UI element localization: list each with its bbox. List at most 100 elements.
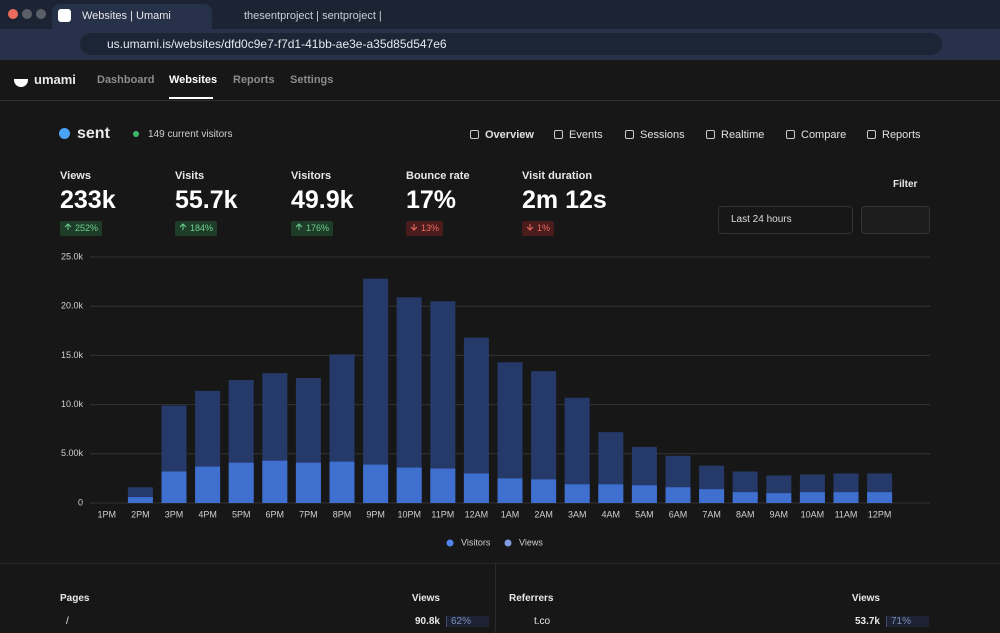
legend-label: Views xyxy=(519,537,543,547)
site-icon xyxy=(59,128,70,139)
y-tick-label: 10.0k xyxy=(61,399,84,409)
change-text: 252% xyxy=(75,223,98,233)
row-label[interactable]: t.co xyxy=(534,616,550,627)
change-text: 1% xyxy=(537,223,550,233)
current-visitors: 149 current visitors xyxy=(148,129,232,140)
change-text: 184% xyxy=(190,223,213,233)
x-tick-label: 5PM xyxy=(232,509,251,519)
y-tick-label: 5.00k xyxy=(61,448,84,458)
row-percent: 62% xyxy=(446,616,489,627)
bar xyxy=(229,463,254,503)
bar xyxy=(565,484,590,503)
table-title: Pages xyxy=(60,593,89,604)
chart: 05.00k10.0k15.0k20.0k25.0k1PM2PM3PM4PM5P… xyxy=(0,240,1000,560)
site-name: sent xyxy=(77,125,110,143)
nav-link[interactable]: Settings xyxy=(290,74,333,86)
nav-link[interactable]: Websites xyxy=(169,74,217,86)
bar xyxy=(195,467,220,503)
legend-label: Visitors xyxy=(461,537,491,547)
x-tick-label: 9AM xyxy=(770,509,789,519)
x-tick-label: 2AM xyxy=(534,509,553,519)
x-tick-label: 10PM xyxy=(397,509,421,519)
tab-title: thesentproject | sentproject | xyxy=(244,10,382,22)
bar xyxy=(867,492,892,503)
x-tick-label: 3AM xyxy=(568,509,587,519)
view-tab[interactable]: Sessions xyxy=(640,129,685,141)
date-range: Last 24 hours xyxy=(731,214,792,225)
x-tick-label: 6AM xyxy=(669,509,688,519)
column-header: Views xyxy=(820,593,880,604)
browser-tab[interactable]: thesentproject | sentproject | xyxy=(214,4,374,29)
bar xyxy=(397,468,422,503)
url-text: us.umami.is/websites/dfd0c9e7-f7d1-41bb-… xyxy=(107,37,447,51)
bar xyxy=(128,497,153,503)
legend-swatch xyxy=(447,540,454,547)
metric-label: Visits xyxy=(175,170,204,182)
x-tick-label: 8AM xyxy=(736,509,755,519)
bar xyxy=(699,489,724,503)
metric-change: 1% xyxy=(522,221,554,236)
tab-icon xyxy=(58,9,71,22)
x-tick-label: 12AM xyxy=(465,509,489,519)
trend-arrow xyxy=(295,223,303,231)
column-header: Views xyxy=(380,593,440,604)
tab-icon xyxy=(786,130,795,139)
metric-change: 13% xyxy=(406,221,443,236)
bar xyxy=(666,487,691,503)
tab-icon xyxy=(867,130,876,139)
view-tab[interactable]: Compare xyxy=(801,129,846,141)
bar xyxy=(598,484,623,503)
x-tick-label: 7PM xyxy=(299,509,318,519)
row-label[interactable]: / xyxy=(66,616,69,627)
x-tick-label: 2PM xyxy=(131,509,150,519)
view-tab[interactable]: Reports xyxy=(882,129,921,141)
x-tick-label: 1PM xyxy=(98,509,117,519)
trend-arrow xyxy=(179,223,187,231)
change-text: 176% xyxy=(306,223,329,233)
bar xyxy=(531,479,556,503)
tab-title: Websites | Umami xyxy=(82,10,171,22)
tab-icon xyxy=(706,130,715,139)
legend-swatch xyxy=(505,540,512,547)
nav-link[interactable]: Dashboard xyxy=(97,74,154,86)
y-tick-label: 0 xyxy=(78,497,83,507)
x-tick-label: 10AM xyxy=(801,509,825,519)
browser-tab[interactable]: Websites | Umami xyxy=(52,4,212,29)
date-nav[interactable] xyxy=(861,206,930,234)
metric-change: 252% xyxy=(60,221,102,236)
bar xyxy=(733,492,758,503)
address-bar[interactable]: us.umami.is/websites/dfd0c9e7-f7d1-41bb-… xyxy=(80,33,942,55)
bar xyxy=(162,472,187,503)
bar xyxy=(363,465,388,503)
table-title: Referrers xyxy=(509,593,553,604)
bar xyxy=(464,473,489,503)
filter-button[interactable]: Filter xyxy=(878,179,917,190)
x-tick-label: 4AM xyxy=(602,509,621,519)
view-tab[interactable]: Realtime xyxy=(721,129,764,141)
bar xyxy=(296,463,321,503)
tab-icon xyxy=(554,130,563,139)
bar xyxy=(800,492,825,503)
divider xyxy=(495,563,496,633)
metric-value: 17% xyxy=(406,186,456,215)
view-tab[interactable]: Events xyxy=(569,129,603,141)
window-controls xyxy=(8,9,48,19)
trend-arrow xyxy=(64,223,72,231)
x-tick-label: 12PM xyxy=(868,509,892,519)
nav-link[interactable]: Reports xyxy=(233,74,275,86)
tab-icon xyxy=(625,130,634,139)
metric-value: 55.7k xyxy=(175,186,238,215)
bar xyxy=(430,469,455,503)
x-tick-label: 5AM xyxy=(635,509,654,519)
bar xyxy=(632,485,657,503)
date-range-select[interactable]: Last 24 hours xyxy=(718,206,853,234)
metric-change: 176% xyxy=(291,221,333,236)
live-dot xyxy=(133,131,139,137)
view-tab[interactable]: Overview xyxy=(485,129,534,141)
y-tick-label: 25.0k xyxy=(61,251,84,261)
x-tick-label: 6PM xyxy=(266,509,285,519)
y-tick-label: 20.0k xyxy=(61,301,84,311)
x-tick-label: 8PM xyxy=(333,509,352,519)
x-tick-label: 11AM xyxy=(835,509,858,519)
